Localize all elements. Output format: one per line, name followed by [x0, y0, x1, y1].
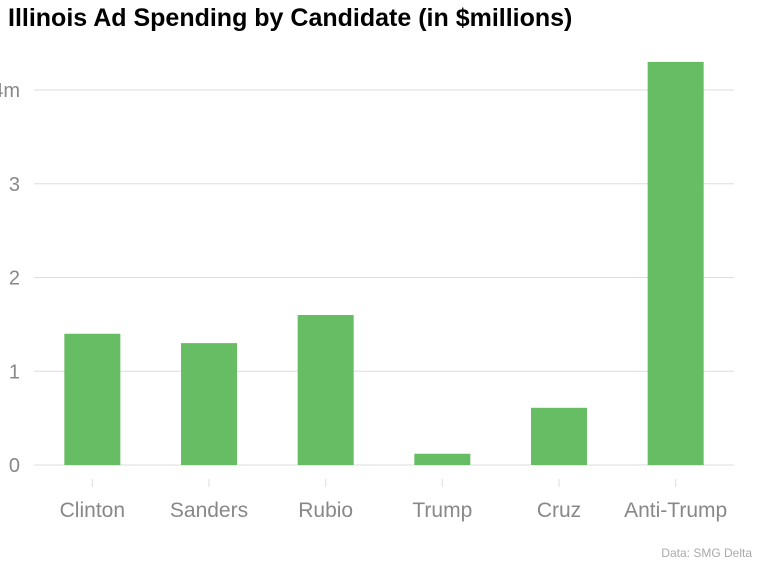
x-tick-label: Trump — [412, 499, 472, 522]
x-tick-label: Rubio — [298, 499, 353, 522]
y-tick-label: 0 — [9, 455, 20, 477]
y-tick-label: $4m — [0, 80, 20, 102]
bar-cruz — [531, 407, 587, 465]
y-tick-label: 1 — [9, 361, 20, 383]
bar-rubio — [297, 315, 354, 465]
bar-sanders — [181, 343, 237, 465]
y-tick-label: 3 — [9, 174, 20, 196]
bar-trump — [414, 453, 471, 465]
x-tick-label: Clinton — [60, 499, 125, 522]
x-tick-label: Cruz — [537, 499, 581, 522]
bar-anti-trump — [647, 61, 704, 465]
x-tick-label: Sanders — [170, 499, 248, 522]
y-tick-label: 2 — [9, 268, 20, 290]
data-source: Data: SMG Delta — [661, 546, 752, 560]
x-tick-label: Anti-Trump — [624, 499, 727, 522]
bar-clinton — [64, 333, 121, 465]
chart-title: Illinois Ad Spending by Candidate (in $m… — [8, 4, 573, 32]
